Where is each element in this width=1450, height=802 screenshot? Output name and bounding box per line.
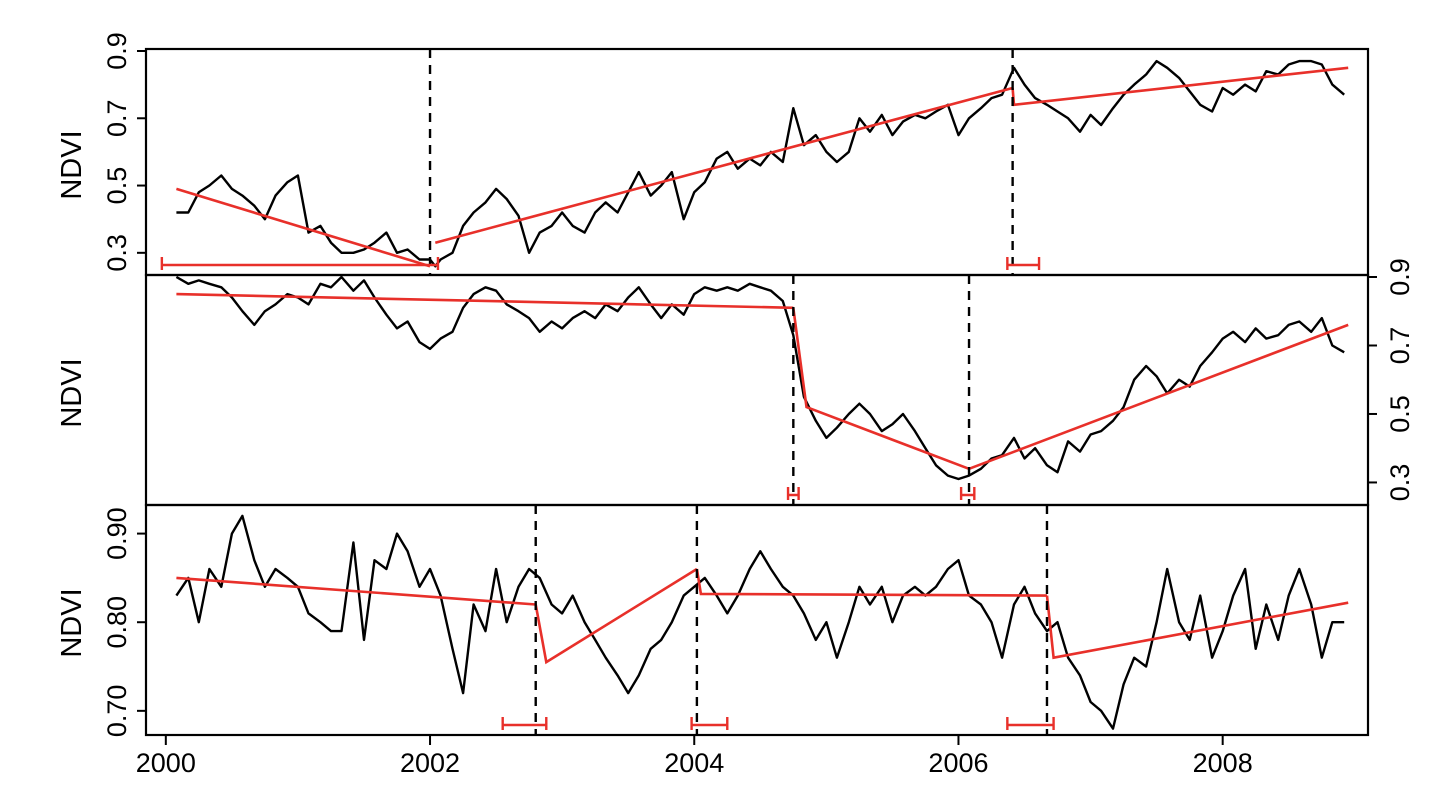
y-tick-label: 0.5 (1385, 395, 1415, 433)
y-tick-label: 0.3 (102, 234, 132, 272)
x-tick-label: 2008 (1193, 748, 1253, 778)
ndvi-series-line (175, 514, 1345, 730)
confidence-interval (1006, 257, 1041, 270)
ndvi-series-line (175, 276, 1345, 481)
panel-2: 0.3 0.5 0.7 0.9 NDVI (56, 258, 1415, 507)
y-axis-label: NDVI (56, 130, 88, 199)
y-tick-label: 0.9 (102, 32, 132, 70)
trend-fit-line (176, 576, 536, 606)
x-tick-label: 2004 (664, 748, 724, 778)
confidence-interval (959, 487, 976, 500)
confidence-interval (690, 717, 729, 730)
confidence-interval (160, 257, 440, 270)
trend-fit-line (534, 567, 698, 665)
ndvi-series-line (176, 59, 1345, 268)
confidence-interval (786, 487, 800, 500)
y-tick-label: 0.70 (102, 685, 132, 738)
trend-fit-line (695, 568, 1048, 597)
trend-fit-line (1045, 595, 1349, 660)
trend-fit-line (176, 292, 794, 310)
plot-area (175, 276, 1349, 481)
panel-3: 0.70 0.80 0.90 NDVI (56, 503, 1370, 738)
y-tick-label: 0.7 (102, 99, 132, 137)
trend-fit-line (176, 187, 431, 268)
y-tick-label: 0.9 (1385, 258, 1415, 296)
trend-fit-line (968, 323, 1349, 471)
panel-frame (144, 273, 1370, 507)
x-tick-label: 2002 (400, 748, 460, 778)
y-tick-label: 0.3 (1385, 464, 1415, 502)
x-axis: 2000 2002 2004 2006 2008 (136, 735, 1253, 778)
y-tick-label: 0.80 (102, 596, 132, 649)
x-tick-label: 2006 (928, 748, 988, 778)
confidence-interval (1006, 717, 1055, 730)
trend-fit-line (792, 307, 970, 471)
x-tick-label: 2000 (136, 748, 196, 778)
panel-1: 0.3 0.5 0.7 0.9 NDVI (56, 32, 1370, 277)
trend-fit-line (1011, 66, 1349, 107)
plot-area (176, 59, 1349, 268)
y-axis-label: NDVI (56, 358, 88, 427)
y-tick-label: 0.90 (102, 507, 132, 560)
y-tick-label: 0.7 (1385, 327, 1415, 365)
confidence-interval (501, 717, 548, 730)
y-axis-label: NDVI (56, 588, 88, 657)
panel-frame (144, 503, 1370, 737)
y-tick-label: 0.5 (102, 167, 132, 205)
trend-fit-line (434, 86, 1013, 244)
plot-area (175, 514, 1349, 730)
